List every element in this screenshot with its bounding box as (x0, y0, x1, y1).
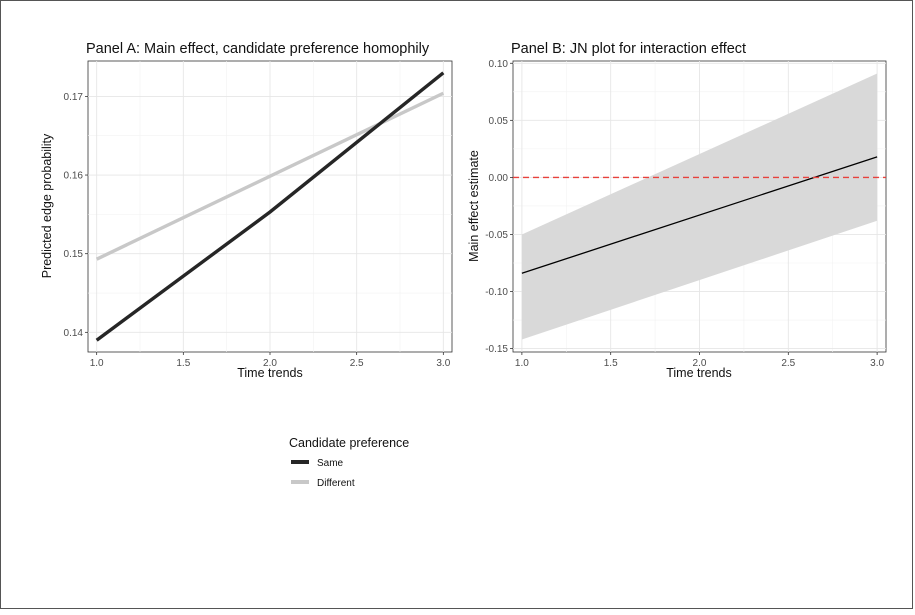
legend-title: Candidate preference (289, 436, 409, 450)
panel-a-x-tick-label: 2.0 (263, 358, 277, 369)
panel-a-lines (95, 71, 445, 342)
panel-a-x-tick-label: 3.0 (436, 358, 450, 369)
panel-a-y-tick-label: 0.16 (64, 171, 84, 182)
panel-b-x-tick-label: 1.5 (604, 358, 618, 369)
legend-label-same: Same (317, 458, 344, 469)
panel-a-y-tick-label: 0.15 (64, 249, 84, 260)
panel-b-lines (513, 73, 886, 340)
panel-a-ticks: 1.0 1.5 2.0 2.5 3.0 0.14 0.15 0.16 0.17 (64, 92, 451, 369)
panel-b-y-axis-label: Main effect estimate (467, 150, 481, 262)
panel-a: Panel A: Main effect, candidate preferen… (40, 41, 453, 489)
panel-a-grid (88, 61, 452, 352)
panel-b-y-tick-label: -0.10 (485, 287, 508, 298)
panel-b-y-tick-label: -0.05 (485, 230, 508, 241)
panel-b-title: Panel B: JN plot for interaction effect (511, 41, 746, 57)
panel-b-x-tick-label: 3.0 (870, 358, 884, 369)
legend-label-different: Different (317, 478, 355, 489)
panel-b-x-tick-label: 1.0 (515, 358, 529, 369)
panel-a-line-same (95, 71, 445, 342)
panel-a-title: Panel A: Main effect, candidate preferen… (86, 41, 430, 57)
panel-a-legend: Candidate preference Same Different (289, 436, 409, 489)
panel-b-x-axis-label: Time trends (666, 366, 732, 380)
panel-b-x-tick-label: 2.0 (693, 358, 707, 369)
panel-b-ticks: 1.0 1.5 2.0 2.5 3.0 -0.15 -0.10 -0.05 0.00 0.05 0.… (485, 59, 884, 369)
panel-a-x-tick-label: 1.5 (176, 358, 190, 369)
panel-b: Panel B: JN plot for interaction effect … (467, 41, 887, 380)
panel-b-y-tick-label: 0.00 (489, 173, 509, 184)
panel-a-x-tick-label: 2.5 (350, 358, 364, 369)
panel-a-x-tick-label: 1.0 (90, 358, 104, 369)
panel-a-y-tick-label: 0.14 (64, 328, 84, 339)
panel-a-x-axis-label: Time trends (237, 366, 303, 380)
panel-b-confidence-band (521, 73, 878, 340)
panel-a-y-tick-label: 0.17 (64, 92, 84, 103)
panel-b-y-tick-label: 0.10 (489, 59, 509, 70)
panel-a-y-axis-label: Predicted edge probability (40, 133, 54, 278)
panel-b-line-estimate (521, 156, 878, 274)
panel-b-y-tick-label: -0.15 (485, 344, 508, 355)
panel-b-x-tick-label: 2.5 (781, 358, 795, 369)
panel-b-y-tick-label: 0.05 (489, 116, 509, 127)
